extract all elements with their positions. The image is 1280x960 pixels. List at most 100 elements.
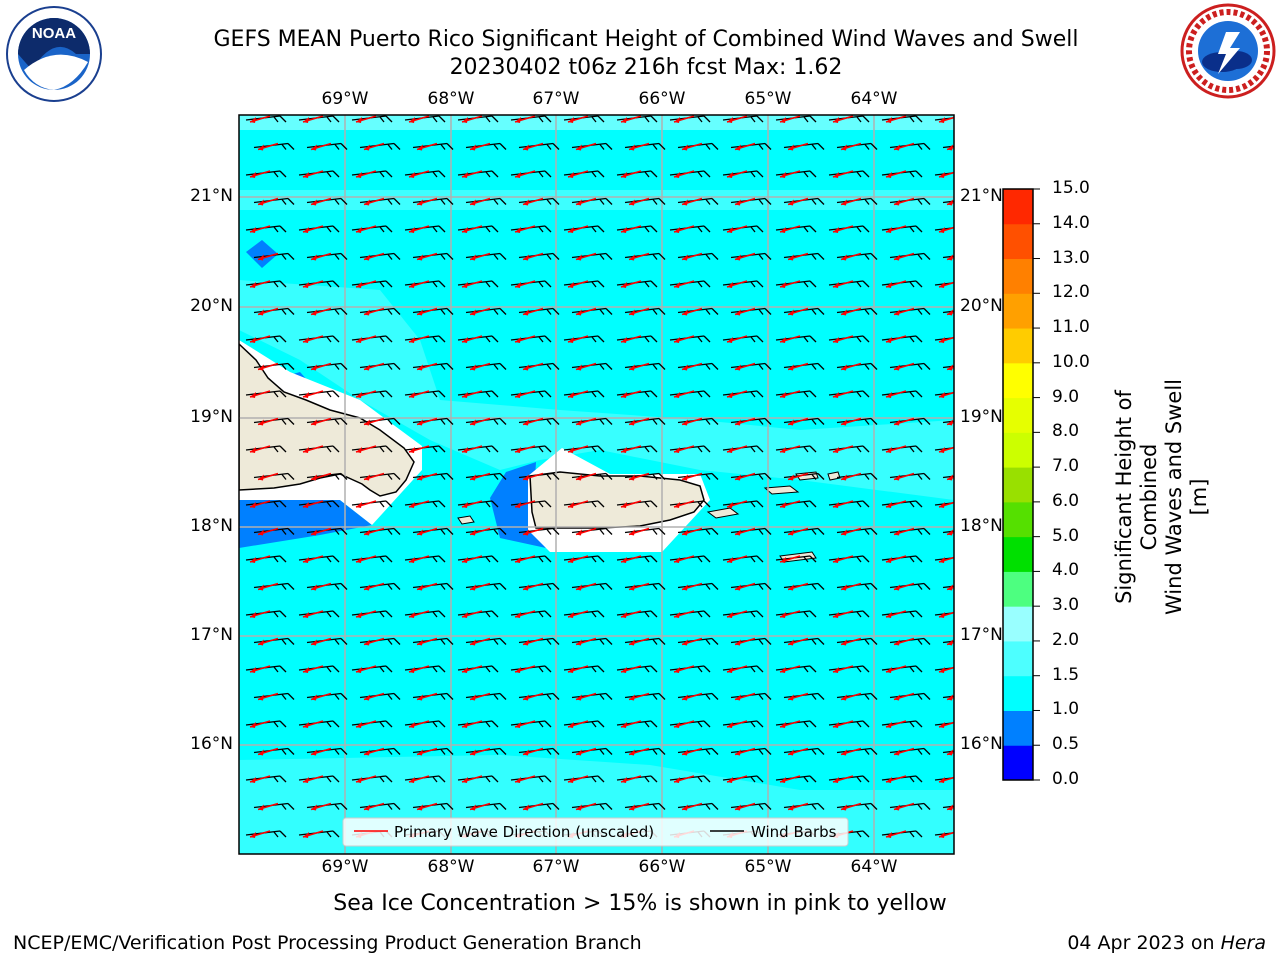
lat-label-left: 21°N [190, 186, 233, 206]
wave-arrow [249, 225, 271, 233]
wave-arrow [620, 170, 642, 178]
wave-arrow [681, 142, 703, 151]
wave-arrow [514, 170, 536, 178]
wave-arrow [726, 610, 748, 618]
wave-arrow [567, 335, 589, 343]
wave-arrow [461, 610, 483, 618]
wave-arrow [938, 776, 954, 783]
wave-arrow [787, 362, 809, 371]
wave-arrow [416, 252, 438, 261]
noaa-logo-text: NOAA [32, 25, 76, 42]
wave-arrow [249, 555, 271, 563]
wave-arrow [673, 280, 695, 288]
wave-arrow [840, 197, 862, 206]
wave-arrow [416, 142, 438, 151]
wave-arrow [620, 610, 642, 618]
wave-arrow [840, 637, 862, 646]
wave-arrow [310, 747, 332, 756]
colorbar-label-line2: Wind Waves and Swell [m] [1162, 379, 1211, 615]
wave-arrow [779, 335, 801, 343]
wave-arrow [681, 362, 703, 371]
wave-arrow [787, 197, 809, 206]
wave-arrow [938, 281, 954, 288]
wave-arrow [302, 775, 324, 783]
wave-arrow [938, 666, 954, 673]
wave-arrow [893, 802, 915, 811]
wave-arrow [885, 170, 907, 178]
wave-arrow [302, 500, 324, 508]
lon-label-top: 69°W [321, 89, 369, 109]
wave-arrow [681, 747, 703, 756]
wave-arrow [779, 170, 801, 178]
chart-subtitle: 20230402 t06z 216h fcst Max: 1.62 [449, 55, 843, 80]
wave-arrow [628, 637, 650, 646]
wave-arrow [779, 555, 801, 563]
wave-arrow [726, 280, 748, 288]
wave-arrow [840, 582, 862, 591]
wave-arrow [257, 142, 279, 151]
wave-arrow [681, 307, 703, 316]
wave-arrow [779, 390, 801, 398]
wave-arrow [408, 500, 430, 508]
wave-arrow [469, 747, 491, 756]
wave-arrow [893, 472, 915, 481]
wave-arrow [257, 472, 279, 481]
wave-arrow [355, 775, 377, 783]
wave-arrow [726, 225, 748, 233]
wave-arrow [355, 225, 377, 233]
lat-label-right: 17°N [960, 625, 1003, 645]
wave-arrow [893, 307, 915, 316]
wave-arrow [893, 692, 915, 701]
wave-arrow [734, 802, 756, 811]
wave-arrow [416, 582, 438, 591]
wave-arrow [302, 335, 324, 343]
wave-arrow [522, 417, 544, 426]
wave-arrow [567, 170, 589, 178]
wave-arrow [363, 527, 385, 536]
wave-arrow [620, 720, 642, 728]
colorbar-segment [1003, 606, 1033, 642]
wave-arrow [522, 802, 544, 811]
wave-arrow [885, 665, 907, 673]
wave-arrow [893, 637, 915, 646]
wave-arrow [355, 555, 377, 563]
wave-arrow [673, 390, 695, 398]
wave-arrow [620, 665, 642, 673]
wave-arrow [673, 775, 695, 783]
wave-arrow [567, 225, 589, 233]
lon-label-top: 65°W [744, 89, 792, 109]
wave-arrow [620, 335, 642, 343]
wave-arrow [628, 197, 650, 206]
colorbar-tick-label: 6.0 [1052, 490, 1080, 511]
wave-arrow [461, 555, 483, 563]
wave-arrow [575, 802, 597, 811]
wave-arrow [575, 417, 597, 426]
wave-arrow [469, 362, 491, 371]
footer-date: 04 Apr 2023 on Hera [1067, 932, 1266, 954]
wave-arrow [734, 197, 756, 206]
wave-arrow [461, 390, 483, 398]
lon-label-bottom: 65°W [744, 857, 792, 877]
wave-arrow [832, 390, 854, 398]
lat-label-right: 20°N [960, 296, 1003, 316]
colorbar-tick-label: 2.0 [1052, 629, 1080, 650]
wave-arrow [249, 775, 271, 783]
wave-arrow [567, 500, 589, 508]
wave-arrow [946, 694, 954, 701]
wave-arrow [363, 472, 385, 481]
wave-arrow [681, 472, 703, 481]
wind-barb [942, 475, 954, 479]
wave-arrow [832, 775, 854, 783]
wave-arrow [946, 254, 954, 261]
wave-arrow [726, 390, 748, 398]
wave-arrow [620, 555, 642, 563]
wave-arrow [408, 225, 430, 233]
wave-arrow [779, 280, 801, 288]
wave-arrow [355, 170, 377, 178]
wave-arrow [832, 225, 854, 233]
wave-arrow [840, 362, 862, 371]
colorbar-tick-label: 7.0 [1052, 456, 1080, 477]
wave-arrow [575, 472, 597, 481]
colorbar-tick-label: 8.0 [1052, 421, 1080, 442]
